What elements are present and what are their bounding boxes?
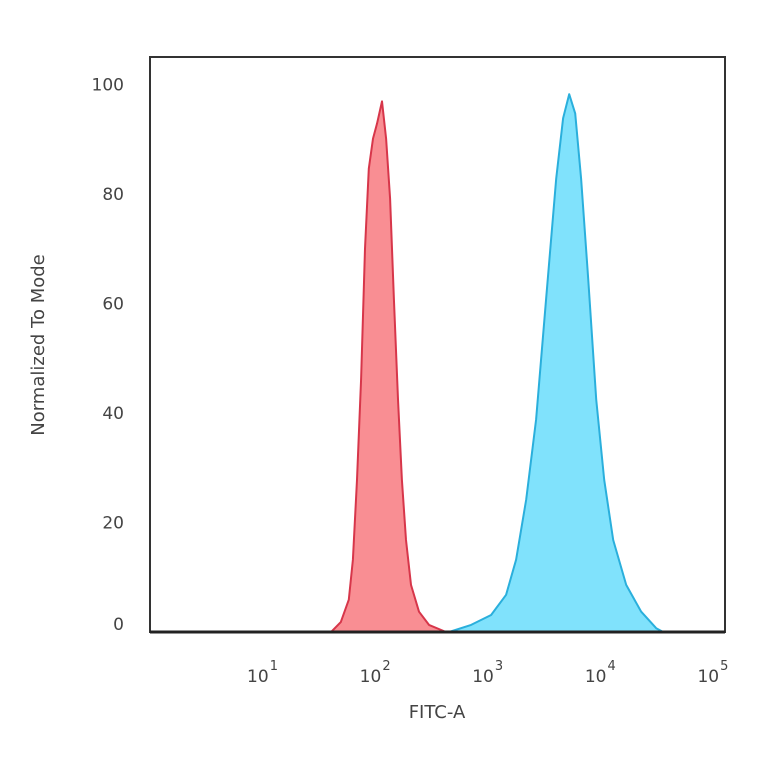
y-tick-label: 80 <box>102 185 124 205</box>
x-tick-label: 10 <box>697 667 719 687</box>
y-tick-label: 20 <box>102 513 124 533</box>
y-tick-label: 100 <box>92 75 124 95</box>
x-tick-exponent: 5 <box>720 659 728 674</box>
histogram-series-1 <box>330 100 447 633</box>
x-tick-exponent: 4 <box>608 659 616 674</box>
y-tick-label: 60 <box>102 294 124 314</box>
y-axis-label: Normalized To Mode <box>28 254 49 436</box>
x-tick-label: 10 <box>585 667 607 687</box>
x-tick-exponent: 2 <box>382 659 390 674</box>
series-layer <box>330 93 665 633</box>
x-axis-label: FITC-A <box>409 702 466 723</box>
plot-frame <box>149 56 726 633</box>
x-tick-label: 10 <box>472 667 494 687</box>
x-tick-label: 10 <box>247 667 269 687</box>
x-tick-label: 10 <box>360 667 382 687</box>
y-tick-labels: 0 20 40 60 80 100 <box>92 75 124 635</box>
histogram-series-2 <box>448 93 665 633</box>
x-tick-exponent: 3 <box>495 659 503 674</box>
y-tick-label: 40 <box>102 404 124 424</box>
y-tick-label: 0 <box>113 615 124 635</box>
x-tick-exponent: 1 <box>270 659 278 674</box>
